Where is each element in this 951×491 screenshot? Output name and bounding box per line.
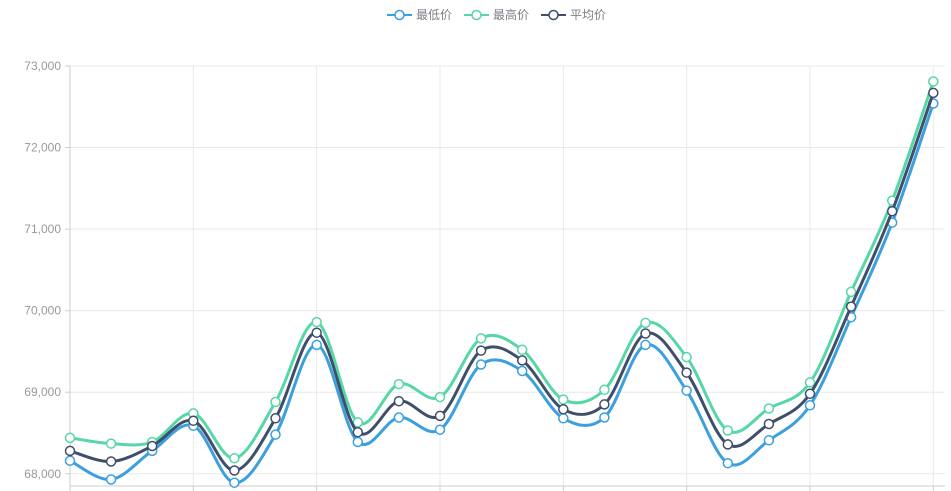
- series-2-data-point-marker[interactable]: [352, 426, 364, 438]
- series-2-data-point-marker[interactable]: [188, 415, 199, 427]
- series-0-data-point-marker[interactable]: [681, 385, 692, 396]
- series-2-data-point-marker[interactable]: [886, 205, 898, 217]
- series-1-data-point-marker[interactable]: [640, 317, 651, 329]
- legend-line-marker-icon: [386, 9, 412, 21]
- legend-label: 最高价: [492, 8, 529, 22]
- y-axis-tick-label: 68,000: [24, 467, 61, 481]
- series-2-data-point-marker[interactable]: [516, 355, 528, 366]
- legend-item-series-2[interactable]: 平均价: [541, 8, 606, 22]
- series-1-data-point-marker[interactable]: [845, 286, 857, 298]
- series-1-data-point-marker[interactable]: [393, 378, 405, 390]
- series-2-data-point-marker[interactable]: [146, 440, 158, 452]
- series-2-data-point-marker[interactable]: [393, 395, 405, 407]
- series-0-data-point-marker[interactable]: [229, 477, 240, 488]
- legend-label: 平均价: [570, 8, 607, 22]
- series-1-data-point-marker[interactable]: [475, 333, 487, 344]
- series-2-data-point-marker[interactable]: [434, 410, 446, 422]
- series-1-data-point-marker[interactable]: [763, 403, 775, 414]
- series-0-data-point-marker[interactable]: [516, 365, 528, 377]
- series-2-data-point-marker[interactable]: [599, 399, 610, 410]
- series-2-data-point-marker[interactable]: [763, 418, 775, 430]
- series-1-data-point-marker[interactable]: [229, 453, 240, 464]
- series-1-data-point-marker[interactable]: [352, 417, 364, 428]
- series-2-data-point-marker[interactable]: [270, 413, 281, 424]
- series-0-data-point-marker[interactable]: [475, 359, 487, 370]
- series-1-data-point-marker[interactable]: [804, 377, 816, 388]
- legend-line-marker-icon: [541, 9, 566, 21]
- series-1-data-point-marker[interactable]: [928, 76, 939, 87]
- series-2-group: [64, 87, 939, 476]
- legend-line-marker-icon: [463, 9, 489, 21]
- legend-item-series-1[interactable]: 最高价: [463, 8, 529, 22]
- series-2-data-point-marker[interactable]: [311, 327, 322, 338]
- series-2-data-point-marker[interactable]: [681, 367, 692, 378]
- series-2-data-point-marker[interactable]: [64, 445, 76, 457]
- y-axis-tick-label: 70,000: [24, 304, 61, 318]
- series-1-data-point-marker[interactable]: [270, 396, 281, 408]
- series-0-data-point-marker[interactable]: [558, 413, 569, 424]
- series-2-data-point-marker[interactable]: [804, 388, 816, 400]
- series-0-data-point-marker[interactable]: [393, 412, 405, 423]
- series-0-data-point-marker[interactable]: [434, 424, 446, 435]
- y-axis-tick-label: 72,000: [24, 141, 61, 155]
- grid-lines: [70, 65, 945, 486]
- series-2-data-point-marker[interactable]: [640, 328, 651, 339]
- series-0-data-point-marker[interactable]: [722, 457, 734, 469]
- series-0-data-point-marker[interactable]: [640, 339, 651, 351]
- y-axis-tick-label: 73,000: [24, 59, 61, 73]
- series-2-data-point-marker[interactable]: [105, 456, 117, 467]
- series-0-data-point-marker[interactable]: [270, 429, 281, 440]
- legend-label: 最低价: [415, 8, 452, 22]
- series-2-data-point-marker[interactable]: [475, 345, 487, 356]
- chart-legend: 最低价 最高价 平均价: [0, 8, 951, 22]
- series-0-data-point-marker[interactable]: [804, 400, 816, 411]
- series-2-data-point-marker[interactable]: [722, 439, 734, 450]
- legend-item-series-0[interactable]: 最低价: [386, 8, 452, 22]
- series-0-data-point-marker[interactable]: [352, 436, 364, 448]
- series-2-data-point-marker[interactable]: [229, 465, 240, 476]
- series-1-data-point-marker[interactable]: [64, 432, 76, 444]
- series-2-data-point-marker[interactable]: [558, 404, 569, 415]
- series-1-data-point-marker[interactable]: [558, 394, 569, 405]
- series-0-data-point-marker[interactable]: [64, 455, 76, 466]
- series-1-data-point-marker[interactable]: [516, 344, 528, 356]
- series-0-group: [64, 98, 939, 488]
- y-axis-tick-label: 69,000: [24, 385, 61, 399]
- series-0-data-point-marker[interactable]: [105, 474, 117, 485]
- series-1-data-point-marker[interactable]: [105, 438, 117, 449]
- axes: 68,000 69,000 70,000 71,000 72,000 73,000: [24, 59, 945, 491]
- y-axis-tick-label: 71,000: [24, 222, 61, 236]
- series-0-data-point-marker[interactable]: [763, 435, 775, 446]
- series-1-data-point-marker[interactable]: [722, 425, 734, 436]
- series-1-data-point-marker[interactable]: [599, 384, 610, 396]
- series-1-data-point-marker[interactable]: [434, 391, 446, 403]
- series-1-data-point-marker[interactable]: [311, 316, 322, 328]
- series-1-data-point-marker[interactable]: [681, 351, 692, 363]
- series-0-data-point-marker[interactable]: [599, 412, 610, 423]
- series-2-data-point-marker[interactable]: [845, 301, 857, 312]
- series-2-data-point-marker[interactable]: [928, 87, 939, 99]
- series-1-group: [64, 76, 939, 464]
- series-0-data-point-marker[interactable]: [311, 339, 322, 351]
